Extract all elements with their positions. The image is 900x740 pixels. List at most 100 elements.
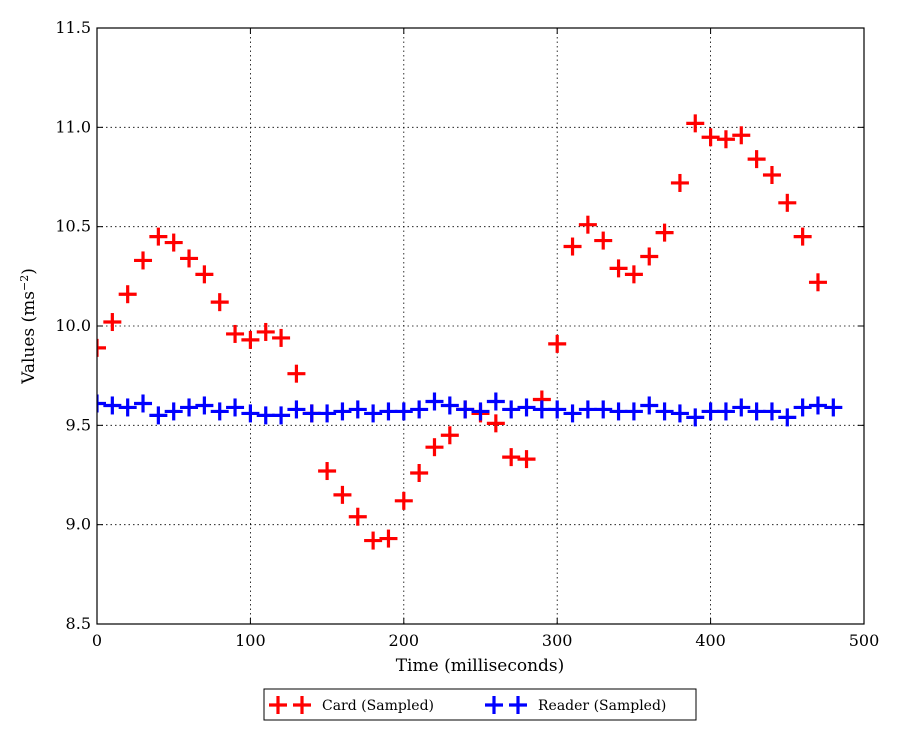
legend-label-card: Card (Sampled)	[322, 698, 434, 714]
y-tick-label: 10.0	[55, 316, 91, 335]
data-point-card	[440, 426, 459, 445]
data-point-reader	[118, 398, 137, 417]
data-point-reader	[103, 396, 122, 415]
data-point-reader	[256, 406, 275, 425]
data-point-card	[394, 491, 413, 510]
data-point-reader	[302, 404, 321, 423]
data-point-card	[502, 448, 521, 467]
data-point-reader	[778, 408, 797, 427]
data-point-reader	[471, 402, 490, 421]
data-point-reader	[164, 402, 183, 421]
data-point-card	[97, 338, 106, 357]
data-point-card	[732, 126, 751, 145]
data-point-card	[210, 293, 229, 312]
data-point-card	[778, 193, 797, 212]
data-point-reader	[686, 408, 705, 427]
data-point-card	[241, 330, 260, 349]
y-axis-title-text: Values (ms	[19, 291, 39, 385]
y-tick-label: 9.5	[66, 415, 91, 434]
data-point-card	[486, 414, 505, 433]
data-point-reader	[348, 400, 367, 419]
data-point-reader	[440, 396, 459, 415]
data-point-reader	[379, 402, 398, 421]
legend-marker-card	[269, 696, 287, 714]
data-point-card	[410, 464, 429, 483]
data-point-reader	[701, 402, 720, 421]
data-point-card	[103, 313, 122, 332]
data-point-reader	[318, 404, 337, 423]
legend-swatch-reader	[485, 696, 527, 714]
data-point-reader	[410, 400, 429, 419]
y-axis-title: Values (ms−2)	[18, 268, 40, 385]
x-axis-title: Time (milliseconds)	[396, 656, 565, 676]
data-point-card	[670, 173, 689, 192]
data-point-card	[134, 251, 153, 270]
series-reader	[97, 392, 843, 427]
data-point-card	[318, 462, 337, 481]
data-point-card	[287, 364, 306, 383]
data-point-card	[594, 231, 613, 250]
x-tick-label: 100	[235, 631, 266, 650]
data-point-reader	[808, 396, 827, 415]
data-point-reader	[747, 402, 766, 421]
data-point-card	[655, 223, 674, 242]
plot-area	[97, 114, 843, 550]
tick-labels: 0 100 200 300 400 500 8.5 9.0 9.5 10.0 10.5 11.0 11.…	[55, 18, 879, 650]
data-point-reader	[640, 396, 659, 415]
x-tick-label: 300	[542, 631, 573, 650]
data-point-reader	[517, 398, 536, 417]
data-point-card	[333, 485, 352, 504]
data-point-reader	[272, 406, 291, 425]
data-point-reader	[793, 398, 812, 417]
data-point-reader	[287, 400, 306, 419]
data-point-reader	[716, 402, 735, 421]
data-point-reader	[532, 400, 551, 419]
y-axis-title-exponent: −2	[18, 275, 31, 291]
legend-marker-reader	[509, 696, 527, 714]
data-point-reader	[824, 398, 843, 417]
y-tick-label: 9.0	[66, 515, 91, 534]
data-point-card	[548, 334, 567, 353]
data-point-reader	[241, 404, 260, 423]
x-tick-label: 400	[695, 631, 726, 650]
data-point-reader	[210, 402, 229, 421]
data-point-card	[640, 247, 659, 266]
legend-label-reader: Reader (Sampled)	[538, 698, 666, 714]
data-point-card	[701, 128, 720, 147]
data-point-card	[517, 450, 536, 469]
data-point-card	[793, 227, 812, 246]
data-point-reader	[149, 406, 168, 425]
x-tick-label: 200	[389, 631, 420, 650]
data-point-card	[195, 265, 214, 284]
legend-marker-reader	[485, 696, 503, 714]
legend-marker-card	[293, 696, 311, 714]
y-tick-label: 11.0	[55, 117, 91, 136]
data-point-card	[762, 166, 781, 185]
x-tick-label: 500	[849, 631, 880, 650]
data-point-card	[364, 531, 383, 550]
data-point-reader	[548, 400, 567, 419]
data-point-reader	[195, 396, 214, 415]
data-point-card	[747, 150, 766, 169]
data-point-reader	[563, 404, 582, 423]
data-point-card	[348, 507, 367, 526]
data-point-card	[686, 114, 705, 133]
data-point-reader	[502, 400, 521, 419]
data-point-reader	[762, 402, 781, 421]
data-point-reader	[456, 400, 475, 419]
data-point-reader	[655, 402, 674, 421]
data-point-reader	[670, 404, 689, 423]
data-point-reader	[609, 402, 628, 421]
legend: Card (Sampled) Reader (Sampled)	[263, 688, 697, 721]
data-point-card	[716, 130, 735, 149]
data-point-card	[624, 265, 643, 284]
data-point-card	[379, 529, 398, 548]
data-point-card	[118, 285, 137, 304]
grid	[97, 28, 864, 624]
data-point-card	[578, 215, 597, 234]
plot-frame	[96, 27, 865, 625]
data-point-card	[226, 324, 245, 343]
data-point-reader	[394, 402, 413, 421]
y-tick-label: 8.5	[66, 614, 91, 633]
